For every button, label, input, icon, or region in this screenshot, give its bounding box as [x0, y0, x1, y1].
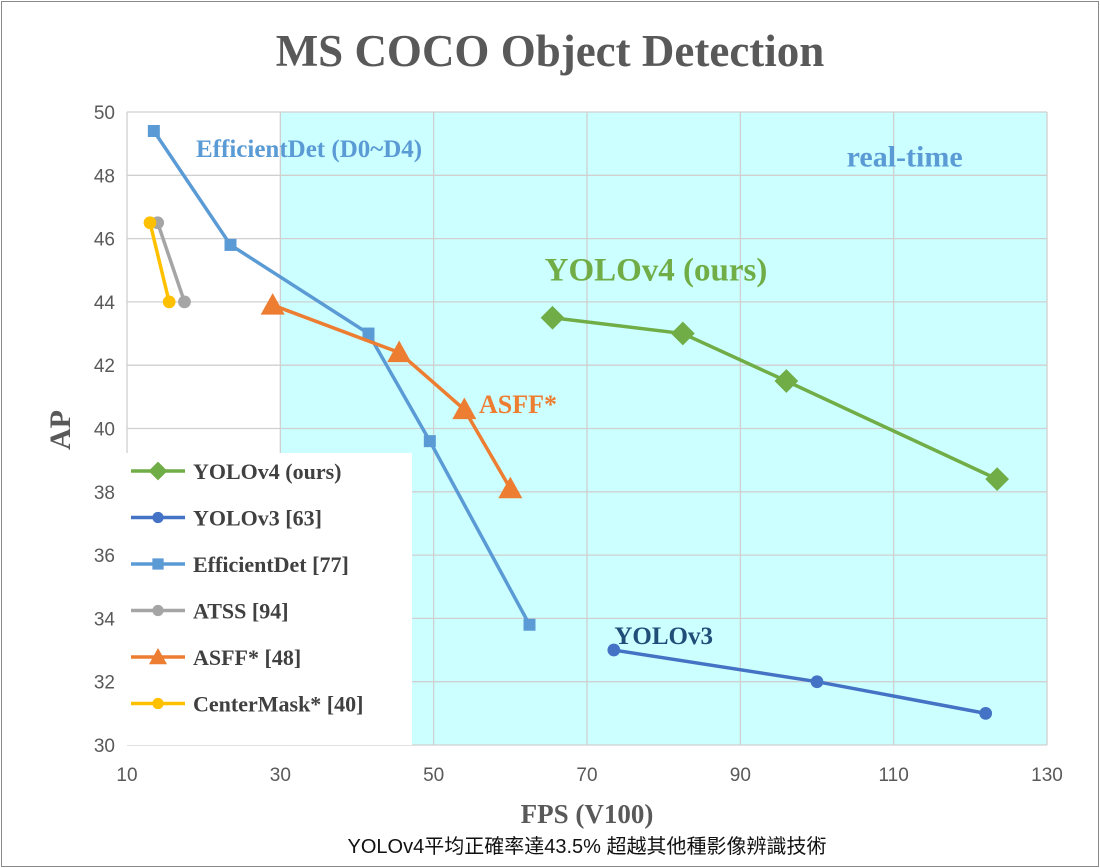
x-tick-label: 30 [270, 765, 291, 786]
legend-swatch-marker [152, 604, 164, 617]
legend-swatch-marker [152, 511, 164, 524]
y-tick-label: 50 [94, 103, 115, 124]
y-tick-label: 36 [94, 546, 115, 567]
y-tick-label: 40 [94, 420, 115, 441]
data-point-0 [670, 321, 695, 346]
legend-swatch-marker [148, 461, 168, 481]
x-tick-label: 130 [1031, 765, 1063, 786]
annotation-label: EfficientDet (D0~D4) [196, 136, 422, 163]
legend-entry-label: CenterMask* [40] [193, 692, 363, 717]
series-line-0 [552, 315, 998, 481]
legend-swatch-marker [152, 697, 164, 710]
legend-entry-label: EfficientDet [77] [193, 552, 349, 577]
x-tick-label: 10 [116, 765, 137, 786]
data-point-2 [147, 124, 160, 137]
y-tick-label: 32 [94, 673, 115, 694]
y-tick-label: 34 [94, 609, 116, 630]
data-point-0 [774, 369, 799, 393]
series-line-4 [272, 303, 512, 490]
x-axis-label: FPS (V100) [521, 799, 654, 829]
data-point-5 [143, 216, 157, 230]
data-point-4 [387, 340, 412, 363]
legend-entry-label: ASFF* [48] [193, 645, 301, 670]
data-point-3 [178, 295, 191, 309]
legend-swatch-marker [152, 558, 164, 570]
annotation-label: ASFF* [479, 390, 557, 419]
data-point-1 [979, 706, 993, 720]
annotation-label: real-time [847, 140, 963, 173]
annotation-layer: EfficientDet (D0~D4) real-time YOLOv4 (our… [196, 136, 963, 650]
data-point-2 [423, 435, 436, 448]
series-layer [143, 124, 1010, 720]
x-tick-label: 110 [879, 765, 909, 786]
chart-title: MS COCO Object Detection [276, 26, 825, 76]
data-point-2 [224, 238, 237, 251]
series-line-3 [156, 222, 187, 303]
caption: YOLOv4平均正確率達43.5% 超越其他種影像辨識技術 [348, 835, 827, 858]
data-point-4 [498, 476, 523, 499]
data-point-2 [362, 327, 375, 340]
x-tick-label: 70 [576, 765, 597, 786]
data-point-4 [260, 293, 285, 315]
annotation-label: YOLOv4 (ours) [545, 252, 768, 288]
y-tick-label: 38 [94, 483, 115, 504]
data-point-2 [523, 618, 536, 631]
y-tick-label: 42 [94, 356, 115, 377]
data-point-0 [985, 467, 1010, 492]
x-tick-label: 90 [730, 765, 751, 786]
data-point-5 [162, 295, 176, 309]
legend: YOLOv4 (ours) YOLOv3 [63] EfficientDet [77… [118, 453, 412, 745]
data-point-4 [452, 397, 477, 420]
data-point-1 [607, 643, 621, 657]
legend-box [118, 453, 412, 745]
data-point-0 [540, 305, 565, 330]
legend-entry-label: YOLOv3 [63] [193, 506, 322, 531]
grid-layer [126, 111, 1048, 746]
y-tick-label: 46 [94, 230, 115, 251]
y-axis-label: AP [44, 410, 77, 450]
y-tick-label: 30 [94, 736, 115, 757]
legend-swatch-marker [149, 648, 167, 665]
y-tick-label: 44 [94, 293, 116, 314]
legend-entry-label: ATSS [94] [193, 599, 289, 624]
x-tick-label: 50 [423, 765, 444, 786]
y-tick-label: 48 [94, 166, 115, 187]
annotation-label: YOLOv3 [614, 623, 713, 650]
series-line-5 [148, 222, 171, 303]
legend-entry-label: YOLOv4 (ours) [193, 459, 342, 484]
data-point-1 [810, 675, 824, 689]
